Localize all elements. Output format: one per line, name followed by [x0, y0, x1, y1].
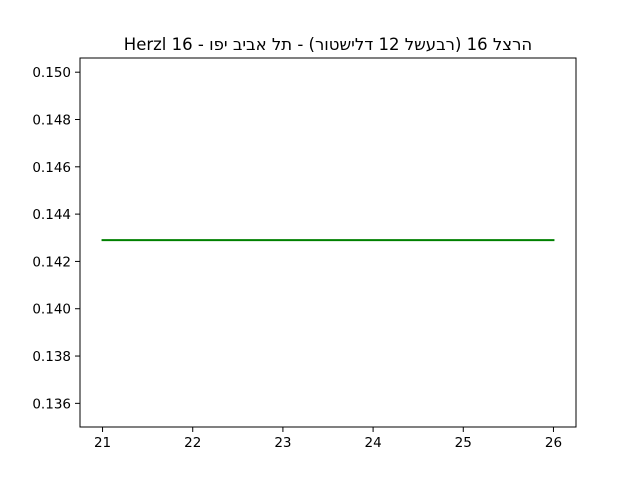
y-tick-label: 0.146 — [32, 160, 71, 176]
axes-frame — [79, 57, 577, 428]
x-tick-label: 24 — [364, 435, 381, 451]
y-tick-label: 0.144 — [32, 207, 71, 223]
y-tick-label: 0.148 — [32, 113, 71, 129]
x-tick-label: 25 — [455, 435, 472, 451]
x-tick-label: 26 — [545, 435, 562, 451]
x-tick-label: 23 — [274, 435, 291, 451]
x-tick-label: 22 — [184, 435, 201, 451]
y-tick-label: 0.150 — [32, 65, 71, 81]
plot-area: 21 22 23 24 25 26 0.136 0.138 0.140 0.142 0.144 0.1… — [32, 57, 577, 451]
y-tick-label: 0.142 — [32, 254, 71, 270]
x-tick-label: 21 — [94, 435, 111, 451]
y-tick-label: 0.138 — [32, 349, 71, 365]
y-tick-label: 0.136 — [32, 396, 71, 412]
chart-title: Herzl 16 - הרצל 16 (רבעשל 12 דלישטור) - … — [124, 35, 532, 54]
y-tick-label: 0.140 — [32, 302, 71, 318]
